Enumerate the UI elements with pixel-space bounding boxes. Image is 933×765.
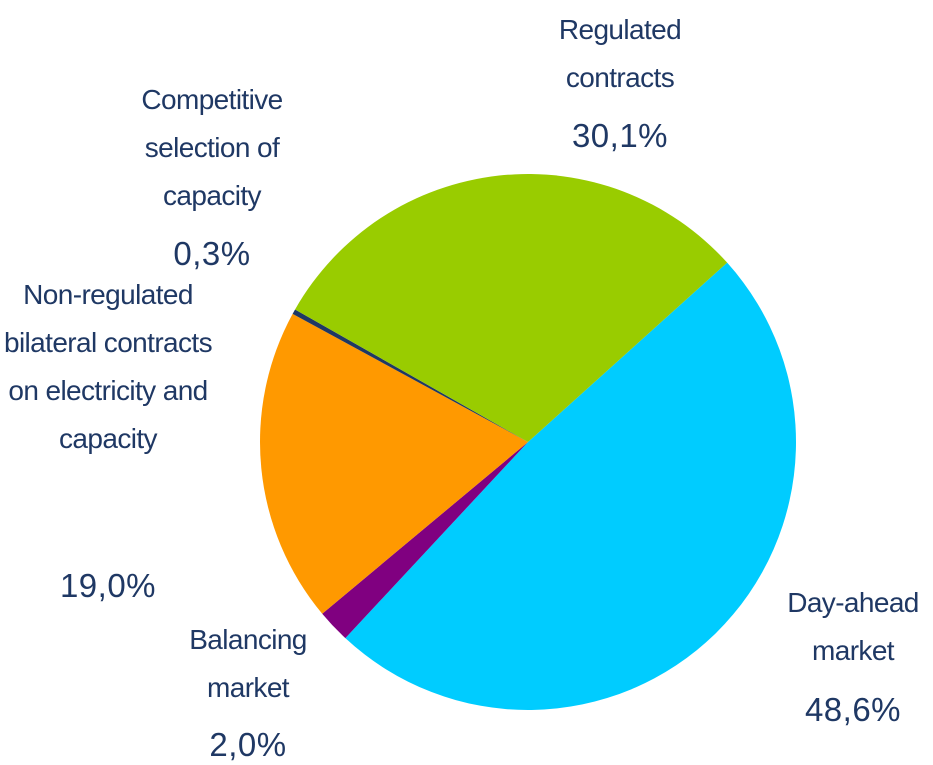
- pie-slice: [260, 313, 528, 614]
- slice-label: Balancing market: [189, 624, 307, 703]
- value-label: 48,6%: [804, 691, 902, 728]
- value-label: 2,0%: [209, 726, 287, 763]
- value-label: 19,0%: [59, 567, 157, 604]
- pie-slice: [322, 442, 528, 639]
- pie-slice: [345, 262, 797, 711]
- value-label: 0,3%: [173, 235, 251, 272]
- pie-slice: [292, 309, 528, 442]
- slice-label: Non-regulated bilateral contracts on ele…: [3, 279, 213, 454]
- slice-label: Day-ahead market: [787, 587, 919, 666]
- value-label: 30,1%: [571, 117, 669, 154]
- slice-label: Regulated contracts: [558, 14, 682, 93]
- slice-label: Competitive selection of capacity: [141, 84, 283, 211]
- pie-slice: [295, 174, 728, 442]
